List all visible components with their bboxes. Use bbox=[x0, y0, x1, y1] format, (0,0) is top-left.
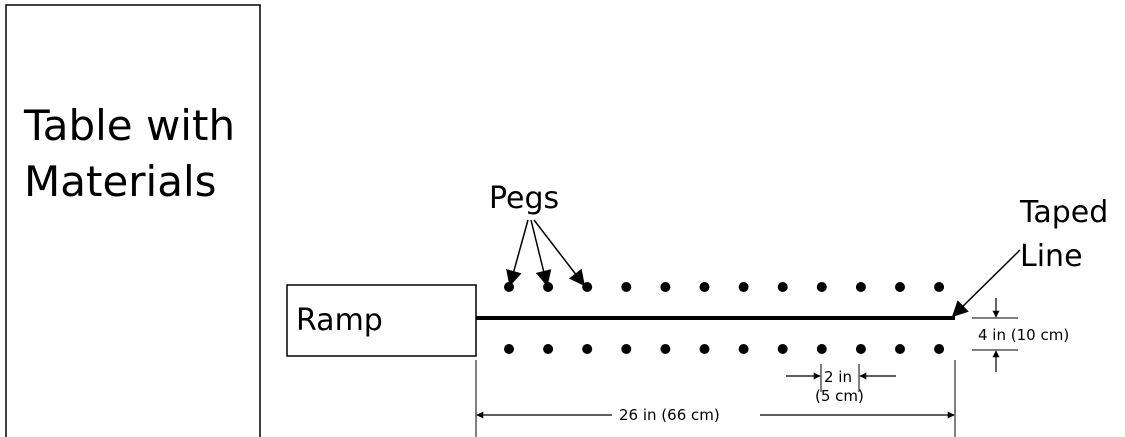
peg-bottom-10 bbox=[855, 344, 866, 354]
peg-top-1 bbox=[504, 282, 514, 292]
peg-top-4 bbox=[621, 282, 632, 292]
line-length-dimension bbox=[475, 360, 956, 437]
row-gap-label: 4 in (10 cm) bbox=[978, 326, 1069, 344]
peg-top-11 bbox=[895, 282, 905, 292]
pegs-arrow-1 bbox=[506, 219, 529, 287]
pegs-label: Pegs bbox=[489, 181, 559, 216]
row-gap-dimension bbox=[972, 298, 1018, 372]
materials-table bbox=[5, 4, 261, 437]
peg-row-bottom bbox=[504, 344, 945, 354]
peg-spacing-label-cm: (5 cm) bbox=[815, 387, 864, 405]
pegs-arrow-2 bbox=[530, 219, 552, 287]
peg-bottom-8 bbox=[777, 344, 788, 354]
peg-bottom-1 bbox=[504, 344, 514, 354]
peg-row-top bbox=[504, 282, 945, 292]
peg-top-5 bbox=[660, 282, 671, 292]
peg-spacing-label-in: 2 in bbox=[824, 368, 852, 386]
pegs-arrow-3 bbox=[533, 219, 585, 287]
peg-top-2 bbox=[543, 282, 554, 292]
peg-bottom-7 bbox=[738, 344, 749, 354]
taped-line-label-line1: Taped bbox=[1019, 195, 1108, 230]
peg-top-8 bbox=[777, 282, 788, 292]
peg-bottom-4 bbox=[621, 344, 632, 354]
peg-bottom-11 bbox=[895, 344, 905, 354]
peg-bottom-5 bbox=[660, 344, 671, 354]
peg-top-6 bbox=[699, 282, 710, 292]
peg-bottom-2 bbox=[543, 344, 554, 354]
taped-line-arrow bbox=[951, 249, 1021, 318]
peg-top-9 bbox=[816, 282, 827, 292]
ramp bbox=[286, 284, 477, 357]
taped-line-label-line2: Line bbox=[1020, 239, 1083, 274]
peg-spacing-dimension bbox=[786, 364, 896, 392]
ramp-label: Ramp bbox=[296, 303, 383, 338]
peg-top-7 bbox=[738, 282, 749, 292]
peg-top-12 bbox=[934, 282, 945, 292]
line-length-label: 26 in (66 cm) bbox=[619, 406, 720, 424]
peg-bottom-12 bbox=[934, 344, 945, 354]
peg-bottom-3 bbox=[582, 344, 593, 354]
table-label-line1: Table with bbox=[23, 101, 235, 150]
peg-top-10 bbox=[855, 282, 866, 292]
peg-bottom-6 bbox=[699, 344, 710, 354]
peg-bottom-9 bbox=[816, 344, 827, 354]
table-label-line2: Materials bbox=[24, 157, 217, 206]
